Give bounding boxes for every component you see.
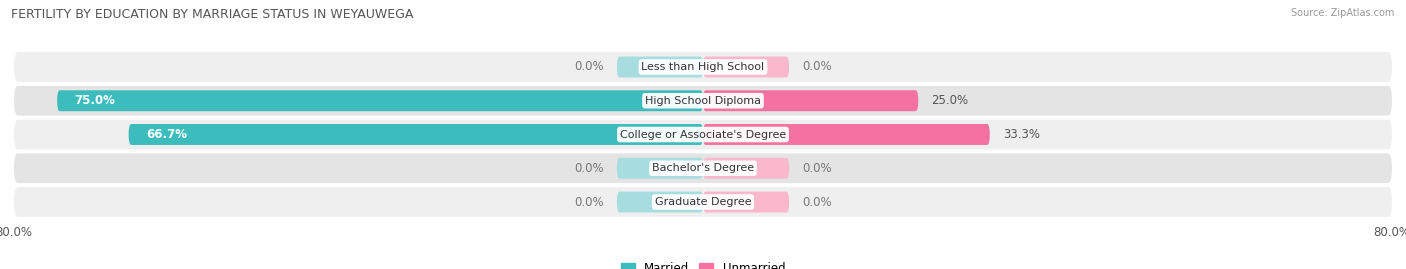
FancyBboxPatch shape — [14, 153, 1392, 183]
Text: Source: ZipAtlas.com: Source: ZipAtlas.com — [1291, 8, 1395, 18]
Text: Graduate Degree: Graduate Degree — [655, 197, 751, 207]
FancyBboxPatch shape — [128, 124, 703, 145]
FancyBboxPatch shape — [703, 158, 789, 179]
FancyBboxPatch shape — [703, 90, 918, 111]
FancyBboxPatch shape — [14, 120, 1392, 149]
FancyBboxPatch shape — [703, 124, 990, 145]
FancyBboxPatch shape — [14, 187, 1392, 217]
Text: High School Diploma: High School Diploma — [645, 96, 761, 106]
Text: 0.0%: 0.0% — [801, 196, 832, 208]
FancyBboxPatch shape — [703, 56, 789, 77]
Text: 33.3%: 33.3% — [1002, 128, 1039, 141]
Text: College or Associate's Degree: College or Associate's Degree — [620, 129, 786, 140]
Text: 0.0%: 0.0% — [574, 196, 605, 208]
FancyBboxPatch shape — [58, 90, 703, 111]
Legend: Married, Unmarried: Married, Unmarried — [616, 258, 790, 269]
Text: 0.0%: 0.0% — [801, 162, 832, 175]
FancyBboxPatch shape — [617, 192, 703, 213]
Text: 75.0%: 75.0% — [75, 94, 115, 107]
Text: Less than High School: Less than High School — [641, 62, 765, 72]
FancyBboxPatch shape — [617, 56, 703, 77]
FancyBboxPatch shape — [703, 192, 789, 213]
FancyBboxPatch shape — [14, 52, 1392, 82]
FancyBboxPatch shape — [617, 158, 703, 179]
Text: 0.0%: 0.0% — [574, 61, 605, 73]
Text: 66.7%: 66.7% — [146, 128, 187, 141]
Text: 0.0%: 0.0% — [801, 61, 832, 73]
Text: 0.0%: 0.0% — [574, 162, 605, 175]
Text: Bachelor's Degree: Bachelor's Degree — [652, 163, 754, 173]
Text: FERTILITY BY EDUCATION BY MARRIAGE STATUS IN WEYAUWEGA: FERTILITY BY EDUCATION BY MARRIAGE STATU… — [11, 8, 413, 21]
Text: 25.0%: 25.0% — [931, 94, 969, 107]
FancyBboxPatch shape — [14, 86, 1392, 116]
